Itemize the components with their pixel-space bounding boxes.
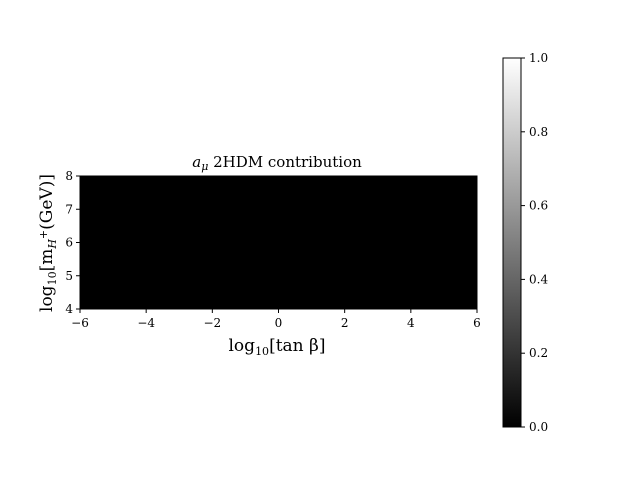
colorbar-tick-label: 0.8 xyxy=(529,125,548,139)
y-axis-label: log10[mH+(GeV)] xyxy=(37,174,59,312)
y-tick-label: 7 xyxy=(65,202,73,216)
chart-title: aμ 2HDM contribution xyxy=(192,153,362,173)
colorbar-ticks: 0.0 0.2 0.4 0.6 0.8 1.0 xyxy=(521,51,548,434)
colorbar-tick-label: 0.6 xyxy=(529,199,548,213)
y-tick-label: 8 xyxy=(65,169,73,183)
x-tick-label: −2 xyxy=(203,316,221,330)
colorbar-tick-label: 0.2 xyxy=(529,346,548,360)
x-tick-label: 2 xyxy=(341,316,349,330)
x-tick-label: −4 xyxy=(137,316,155,330)
y-axis-ticks: 4 5 6 7 8 xyxy=(65,169,80,316)
y-tick-label: 5 xyxy=(65,269,73,283)
colorbar-tick-label: 1.0 xyxy=(529,51,548,65)
y-tick-label: 4 xyxy=(65,302,73,316)
x-axis-label: log10[tan β] xyxy=(229,336,326,358)
x-tick-label: 6 xyxy=(473,316,481,330)
x-tick-label: −6 xyxy=(71,316,89,330)
colorbar-tick-label: 0.0 xyxy=(529,420,548,434)
x-axis-ticks: −6 −4 −2 0 2 4 6 xyxy=(71,309,481,330)
colorbar xyxy=(502,57,522,428)
x-tick-label: 0 xyxy=(275,316,283,330)
y-tick-label: 6 xyxy=(65,236,73,250)
heatmap-area xyxy=(80,176,477,309)
x-tick-label: 4 xyxy=(407,316,415,330)
colorbar-tick-label: 0.4 xyxy=(529,272,548,286)
